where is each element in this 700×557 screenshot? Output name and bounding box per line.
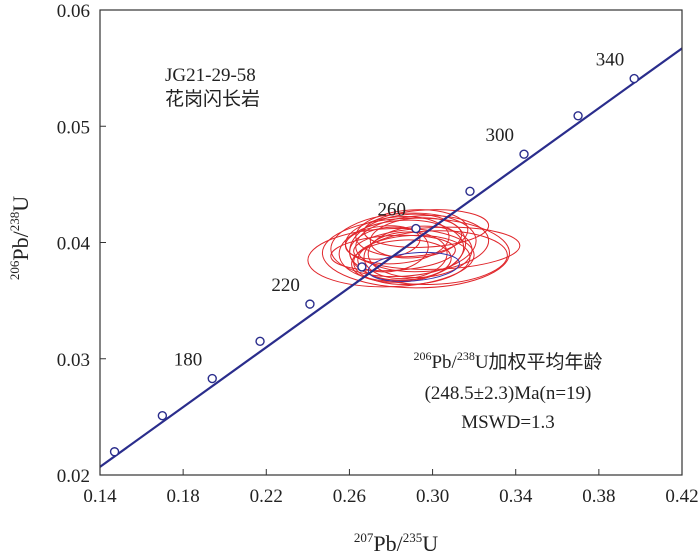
error-ellipse: [355, 215, 490, 273]
error-ellipse: [357, 230, 508, 285]
age-markers: 180 220 260 300 340: [109, 50, 639, 457]
y-axis-title: 206Pb/238U: [7, 196, 33, 280]
age-marker: [255, 336, 265, 347]
weighted-mean-ellipse: [367, 251, 460, 282]
age-marker: [573, 111, 583, 121]
x-tick-label: 0.22: [250, 486, 283, 507]
y-tick-label: 0.04: [57, 234, 91, 255]
error-ellipse: [351, 239, 452, 283]
y-tick-label: 0.03: [57, 350, 90, 371]
error-ellipse: [369, 217, 463, 259]
age-marker: [465, 186, 475, 197]
sample-label: JG21-29-58: [165, 65, 256, 86]
x-tick-label: 0.14: [83, 486, 117, 507]
error-ellipses: [307, 209, 521, 289]
x-tick-label: 0.38: [582, 486, 615, 507]
concordia-curve-group: [100, 47, 682, 468]
x-tick-label: 0.18: [167, 486, 200, 507]
age-marker: [305, 299, 315, 309]
age-marker: [519, 149, 529, 159]
concordia-curve: [100, 47, 682, 468]
weighted-mean-title: 206Pb/238U加权平均年龄: [413, 349, 602, 373]
x-tick-label: 0.30: [416, 486, 449, 507]
error-ellipse: [349, 226, 429, 273]
mswd-value: MSWD=1.3: [461, 412, 555, 433]
rock-name-label: 花岗闪长岩: [165, 88, 260, 110]
x-axis-title: 207Pb/235U: [354, 530, 438, 556]
error-ellipse: [307, 227, 475, 288]
error-ellipse: [355, 209, 469, 258]
age-marker: [157, 411, 168, 421]
age-marker: [411, 223, 421, 234]
age-label: 180: [174, 350, 203, 371]
error-ellipse: [363, 209, 490, 248]
y-tick-label: 0.05: [57, 117, 90, 138]
age-marker: [207, 373, 217, 384]
x-tick-label: 0.34: [499, 486, 533, 507]
error-ellipse: [353, 234, 471, 286]
age-marker: [357, 262, 367, 272]
age-marker: [109, 447, 120, 457]
age-marker: [629, 73, 639, 84]
age-label: 260: [377, 200, 406, 221]
age-label: 340: [596, 50, 625, 71]
error-ellipse: [363, 231, 448, 280]
x-axis-ticks: 0.14 0.18 0.22 0.26 0.30 0.34 0.38 0.42: [83, 469, 699, 507]
age-label: 220: [271, 275, 300, 296]
error-ellipse: [330, 212, 477, 278]
age-label: 300: [486, 125, 515, 146]
y-tick-label: 0.06: [57, 1, 90, 22]
x-tick-label: 0.26: [333, 486, 366, 507]
x-tick-label: 0.42: [665, 486, 698, 507]
y-tick-label: 0.02: [57, 466, 90, 487]
y-axis-ticks: 0.02 0.03 0.04 0.05 0.06: [57, 1, 106, 487]
weighted-mean-age: (248.5±2.3)Ma(n=19): [425, 383, 592, 404]
error-ellipse: [330, 234, 456, 272]
